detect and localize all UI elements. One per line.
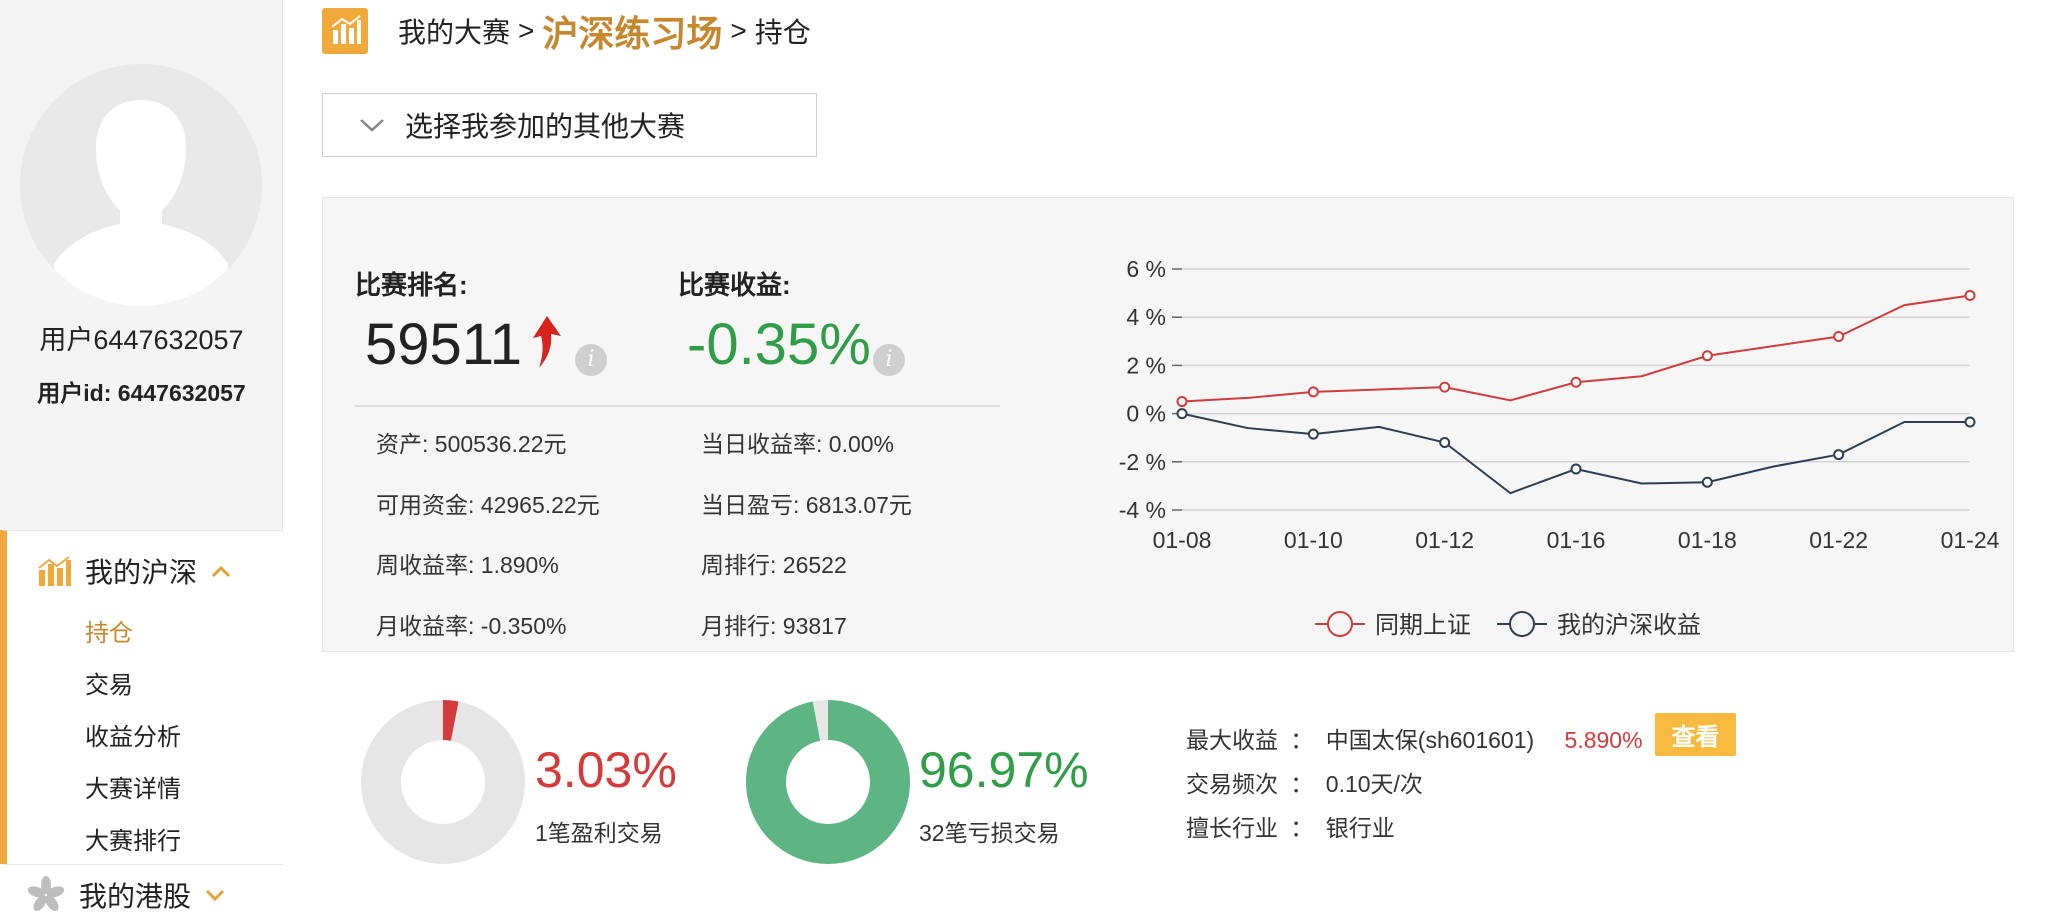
chevron-down-icon <box>205 889 225 902</box>
bauhinia-icon <box>27 876 65 911</box>
return-value: -0.35% <box>687 312 871 377</box>
stat-weekly-return: 周收益率: 1.890% <box>376 552 559 578</box>
contest-selector[interactable]: 选择我参加的其他大赛 <box>322 93 817 157</box>
series-point <box>1176 396 1188 408</box>
rank-label: 比赛排名: <box>355 270 468 300</box>
series-point <box>1176 408 1188 420</box>
menu-head-label: 我的港股 <box>79 881 192 912</box>
bar-chart-icon <box>331 15 361 44</box>
x-tick-label: 01-16 <box>1547 527 1606 553</box>
x-tick-label: 01-18 <box>1678 527 1737 553</box>
series-point <box>1833 449 1845 461</box>
series-point <box>1570 376 1582 388</box>
industry-value: 银行业 <box>1325 815 1395 841</box>
chevron-up-icon <box>211 565 231 578</box>
x-tick-label: 01-24 <box>1941 527 2000 553</box>
rank-value: 59511 <box>365 312 522 377</box>
series-line <box>1181 412 1970 495</box>
trade-frequency-row: 交易频次 ： 0.10天/次 <box>1186 771 1423 797</box>
rank-info-icon[interactable]: i <box>575 344 607 376</box>
breadcrumb-current-contest[interactable]: 沪深练习场 <box>542 13 723 54</box>
trade-frequency-value: 0.10天/次 <box>1325 771 1423 797</box>
y-tick-label: 0 % <box>1126 401 1166 427</box>
win-trades-donut <box>361 700 525 864</box>
y-tick-label: -2 % <box>1119 449 1166 475</box>
win-percentage: 3.03% <box>535 742 677 798</box>
divider <box>355 405 1000 407</box>
rank-up-arrow-icon <box>533 316 561 368</box>
legend-label: 同期上证 <box>1375 612 1471 639</box>
max-return-stock: 中国太保(sh601601) <box>1325 727 1535 753</box>
stat-daily-return: 当日收益率: 0.00% <box>701 431 894 457</box>
return-label: 比赛收益: <box>678 270 791 300</box>
series-point <box>1833 330 1845 342</box>
breadcrumb-my-contests[interactable]: 我的大赛 <box>398 17 511 48</box>
bar-chart-icon <box>38 556 71 586</box>
series-point <box>1439 437 1451 449</box>
series-point <box>1307 428 1319 440</box>
series-point <box>1439 381 1451 393</box>
series-point <box>1964 416 1976 428</box>
menu-item-trade[interactable]: 交易 <box>85 672 133 699</box>
win-trades-desc: 1笔盈利交易 <box>535 820 663 846</box>
y-tick-label: 4 % <box>1126 304 1166 330</box>
menu-head-label: 我的沪深 <box>85 557 198 588</box>
stat-assets: 资产: 500536.22元 <box>376 431 567 457</box>
y-tick-label: -4 % <box>1119 497 1166 523</box>
menu-item-holdings[interactable]: 持仓 <box>85 620 133 647</box>
series-point <box>1701 350 1713 362</box>
series-point <box>1570 463 1582 475</box>
series-point <box>1964 290 1976 302</box>
max-return-value: 5.890% <box>1564 727 1643 753</box>
x-tick-label: 01-08 <box>1153 527 1212 553</box>
donut-segment <box>361 700 525 864</box>
loss-trades-donut <box>746 700 910 864</box>
breadcrumb-holdings: 持仓 <box>754 17 811 48</box>
industry-row: 擅长行业 ： 银行业 <box>1186 815 1395 841</box>
x-tick-label: 01-12 <box>1415 527 1474 553</box>
view-button[interactable]: 查看 <box>1655 713 1736 756</box>
menu-item-contest-ranking[interactable]: 大赛排行 <box>85 828 181 855</box>
series-point <box>1701 476 1713 488</box>
legend-marker <box>1327 611 1353 637</box>
series-point <box>1307 386 1319 398</box>
chevron-down-icon <box>360 119 384 132</box>
breadcrumb-separator: > <box>518 15 535 46</box>
menu-item-contest-details[interactable]: 大赛详情 <box>85 776 181 803</box>
loss-percentage: 96.97% <box>919 742 1089 798</box>
menu-section-shenzhen-shanghai: 我的沪深 持仓 交易 收益分析 大赛详情 大赛排行 <box>0 530 283 864</box>
legend-label: 我的沪深收益 <box>1557 612 1701 639</box>
max-return-row: 最大收益 ： 中国太保(sh601601) 5.890% <box>1186 727 1643 753</box>
user-id: 用户id: 6447632057 <box>37 380 246 406</box>
username: 用户6447632057 <box>39 325 244 355</box>
loss-trades-desc: 32笔亏损交易 <box>919 820 1060 846</box>
return-info-icon[interactable]: i <box>873 344 905 376</box>
stat-available-funds: 可用资金: 42965.22元 <box>376 492 600 518</box>
x-tick-label: 01-22 <box>1809 527 1868 553</box>
contest-selector-label: 选择我参加的其他大赛 <box>405 111 686 142</box>
stat-weekly-rank: 周排行: 26522 <box>701 552 847 578</box>
avatar[interactable] <box>20 64 262 306</box>
menu-head-my-hk[interactable]: 我的港股 <box>27 875 225 915</box>
menu-item-return-analysis[interactable]: 收益分析 <box>85 724 181 751</box>
breadcrumb: 我的大赛 > 沪深练习场 > 持仓 <box>398 6 811 56</box>
stat-daily-pnl: 当日盈亏: 6813.07元 <box>701 492 912 518</box>
stat-monthly-rank: 月排行: 93817 <box>701 613 847 639</box>
menu-section-hk: 我的港股 <box>0 864 283 922</box>
y-tick-label: 6 % <box>1126 256 1166 282</box>
contest-icon <box>322 8 368 54</box>
sidebar: 用户6447632057 用户id: 6447632057 我的沪深 持仓 交易… <box>0 0 283 922</box>
breadcrumb-separator: > <box>730 15 747 46</box>
user-silhouette-icon <box>20 64 262 306</box>
menu-head-my-hs[interactable]: 我的沪深 <box>37 551 231 591</box>
y-tick-label: 2 % <box>1126 352 1166 378</box>
return-comparison-chart: 6 % 4 % 2 % 0 % -2 % -4 % 01-08 01-10 01-12 01-16… <box>1119 256 2000 639</box>
x-tick-label: 01-10 <box>1284 527 1343 553</box>
legend-marker <box>1509 611 1535 637</box>
donut-segment <box>746 700 910 864</box>
stats-panel: 比赛排名: 59511 i 比赛收益: -0.35% i 资产: 500536.… <box>322 197 2014 652</box>
stat-monthly-return: 月收益率: -0.350% <box>376 613 567 639</box>
